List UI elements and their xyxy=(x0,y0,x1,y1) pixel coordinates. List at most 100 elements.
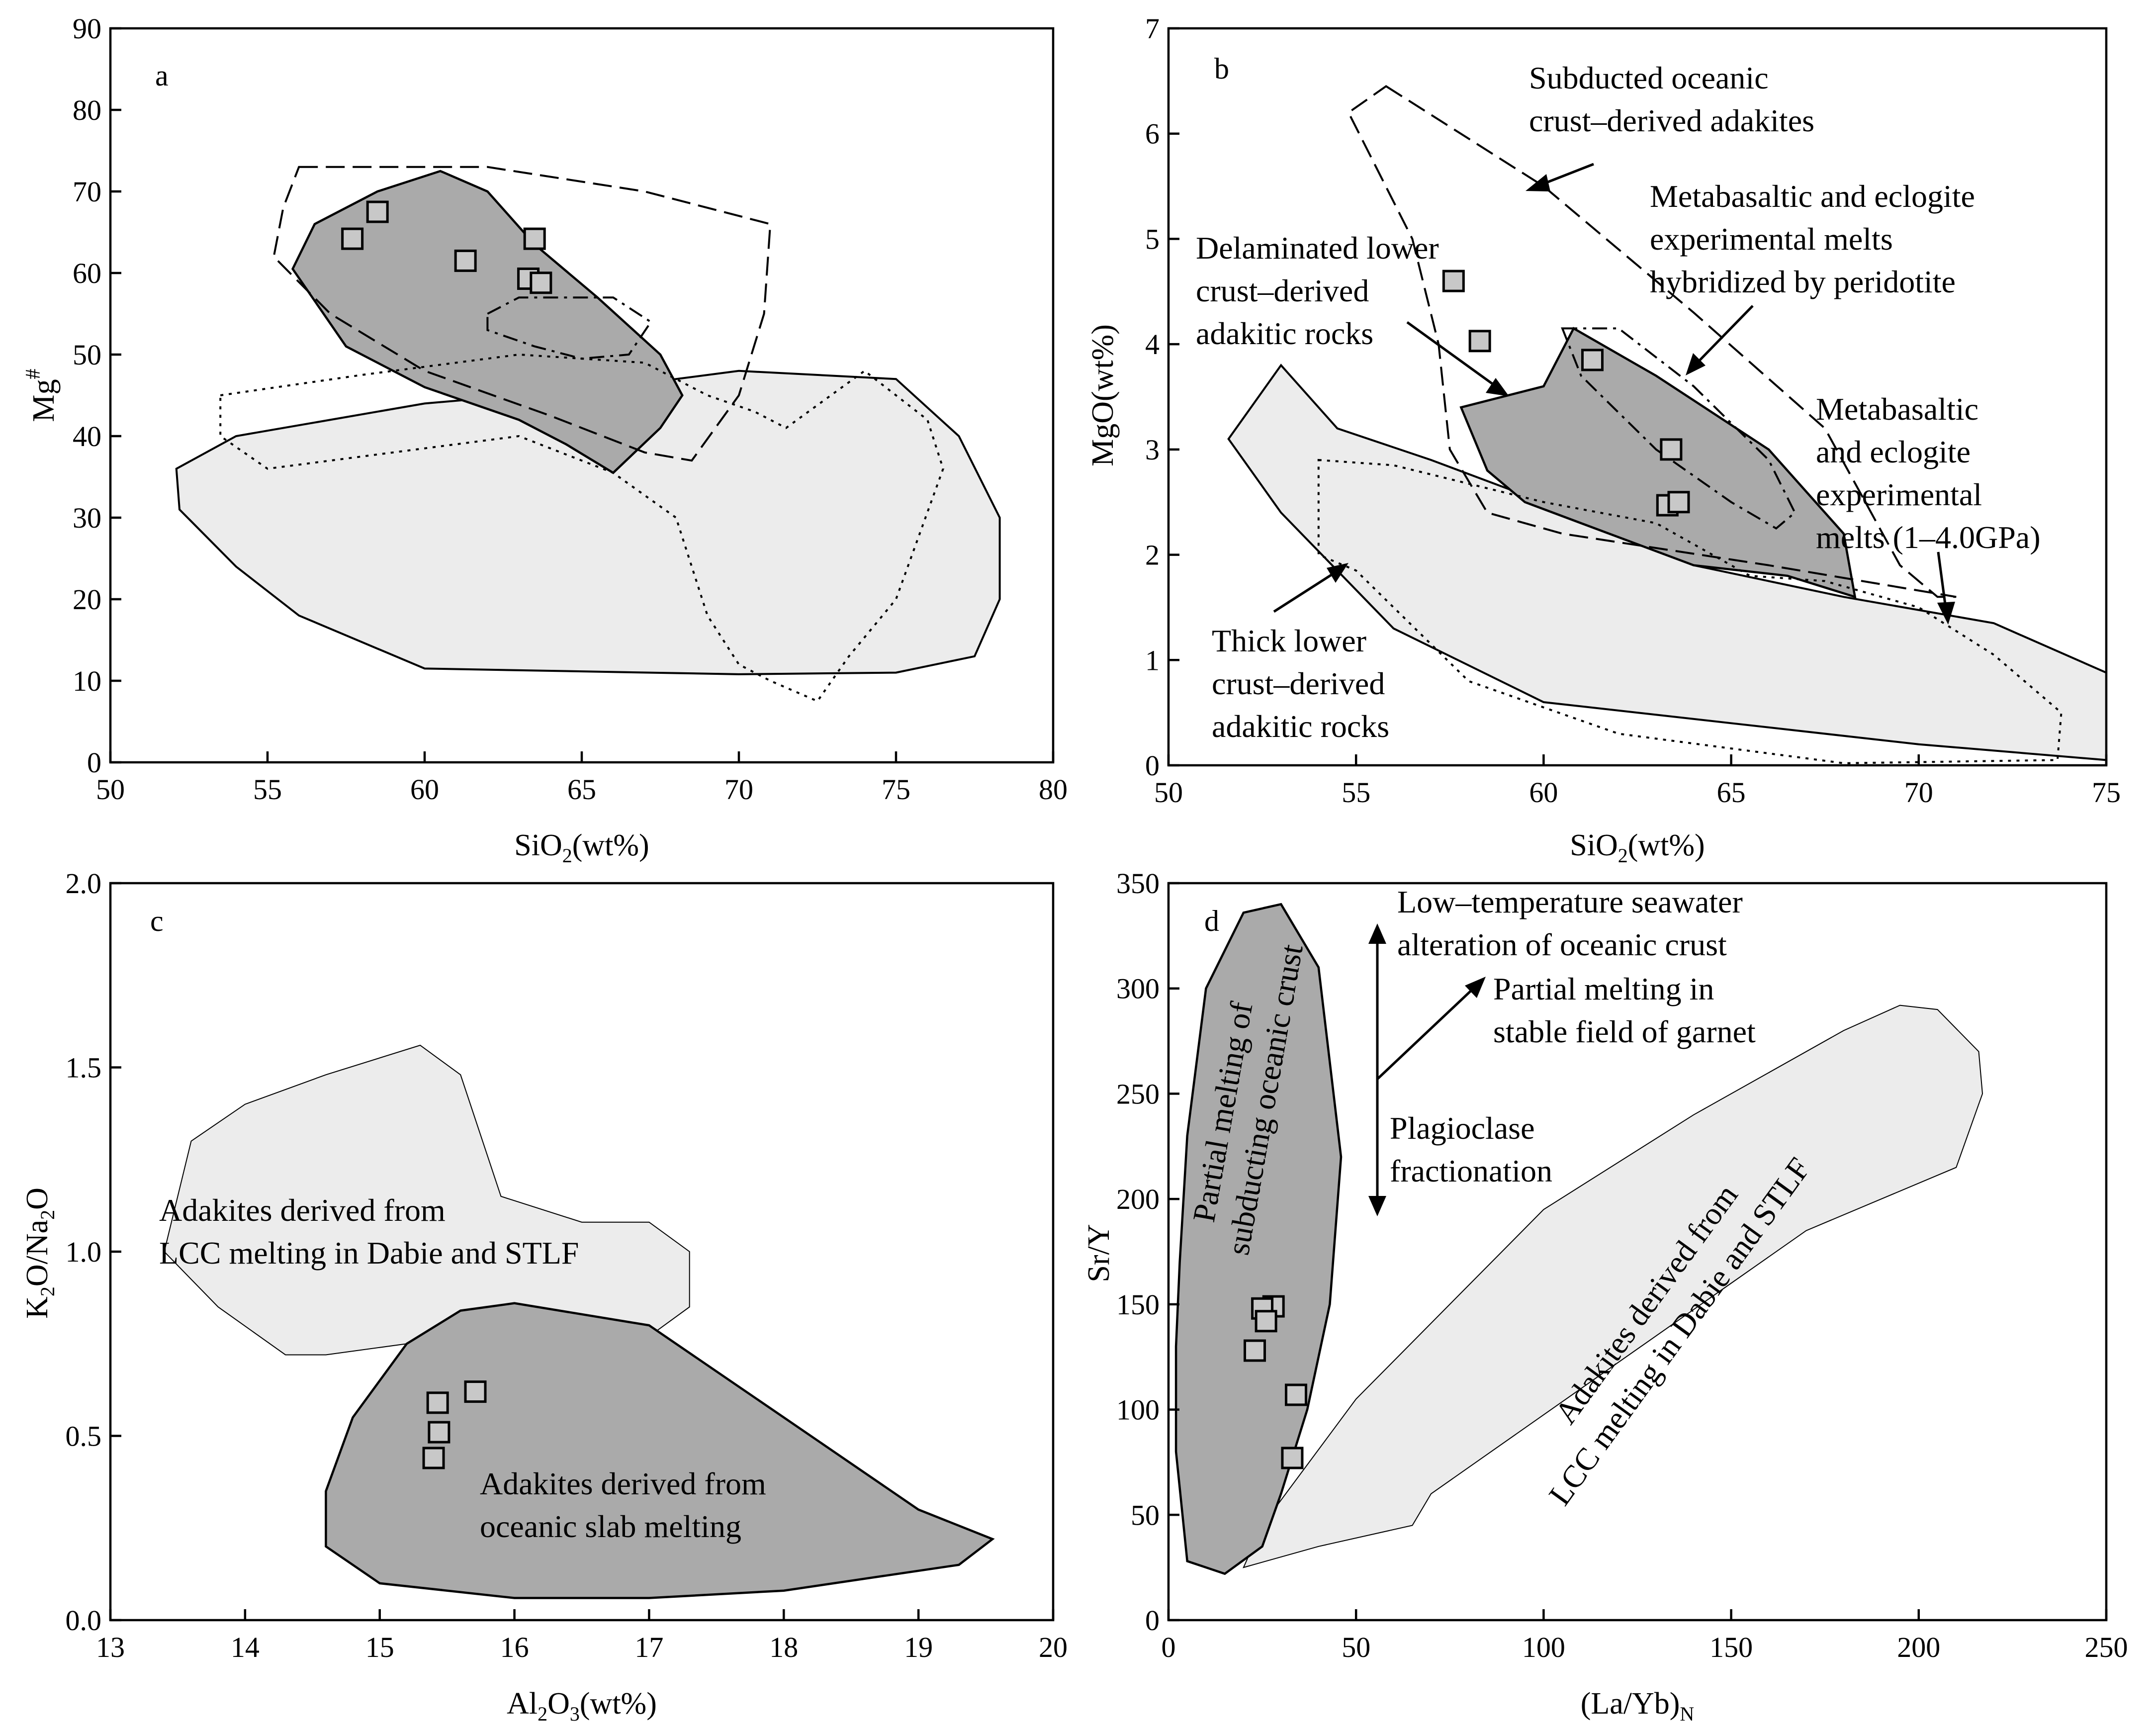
y-tick-label-a-7: 70 xyxy=(73,176,101,208)
y-tick-label-a-5: 50 xyxy=(73,339,101,371)
y-tick-label-d-2: 100 xyxy=(1116,1394,1160,1426)
data-point-a-5 xyxy=(530,272,552,294)
x-tick-label-b-5: 75 xyxy=(2092,776,2121,809)
y-tick-label-a-0: 0 xyxy=(87,746,101,779)
x-tick-label-d-4: 200 xyxy=(1897,1631,1940,1663)
y-tick-label-b-5: 5 xyxy=(1145,223,1160,255)
ticks-a: 50 55 60 65 70 75 80 0 10 20 30 40 50 60 70 80 90 xyxy=(73,12,1068,806)
x-tick-label-c-7: 20 xyxy=(1039,1631,1068,1663)
panel-d: 0 50 100 150 200 250 0 50 100 150 200 250 300 350 d (… xyxy=(1082,867,2128,1725)
arrow-delaminated xyxy=(1406,321,1498,388)
y-tick-label-a-2: 20 xyxy=(73,583,101,616)
annotation-delaminated-2: crust–derived xyxy=(1196,273,1369,308)
x-tick-label-c-2: 15 xyxy=(365,1631,394,1663)
y-tick-label-b-3: 3 xyxy=(1145,434,1160,466)
annotation-thick-3: adakitic rocks xyxy=(1212,709,1389,744)
y-tick-label-b-1: 1 xyxy=(1145,644,1160,676)
data-point-b-1 xyxy=(1468,330,1491,353)
x-tick-label-b-4: 70 xyxy=(1904,776,1933,809)
y-tick-label-b-0: 0 xyxy=(1145,749,1160,782)
annotation-metabasaltic-3: experimental xyxy=(1816,477,1982,512)
y-tick-label-d-0: 0 xyxy=(1145,1604,1160,1637)
x-tick-label-a-4: 70 xyxy=(724,773,753,806)
field-b-light-0 xyxy=(1227,364,2107,761)
data-point-d-2 xyxy=(1255,1310,1277,1333)
arrowhead-thick xyxy=(1327,563,1348,583)
x-tick-label-b-3: 65 xyxy=(1717,776,1746,809)
x-axis-label-b: SiO2(wt%) xyxy=(1570,828,1705,867)
x-tick-label-d-5: 250 xyxy=(2085,1631,2128,1663)
y-tick-label-a-6: 60 xyxy=(73,257,101,289)
x-tick-label-a-6: 80 xyxy=(1039,773,1068,806)
x-tick-label-c-4: 17 xyxy=(634,1631,663,1663)
field-c-light-thin-0 xyxy=(164,1044,690,1356)
data-point-a-0 xyxy=(341,227,364,250)
field-d-dark-1 xyxy=(1174,903,1343,1575)
x-axis-label-c: Al2O3(wt%) xyxy=(507,1687,657,1725)
data-point-d-5 xyxy=(1281,1447,1304,1469)
annotation-hybrid-3: hybridized by peridotite xyxy=(1650,264,1956,299)
x-axis-label-d: (La/Yb)N xyxy=(1581,1687,1695,1725)
arrowhead-garnet xyxy=(1465,977,1486,998)
annotation-metabasaltic-4: melts (1–4.0GPa) xyxy=(1816,520,2041,555)
arrowhead-hybrid xyxy=(1686,353,1706,375)
y-tick-label-a-1: 10 xyxy=(73,665,101,697)
x-tick-label-a-1: 55 xyxy=(253,773,282,806)
x-tick-label-a-3: 65 xyxy=(567,773,596,806)
y-axis-label-d: Sr/Y xyxy=(1082,1224,1116,1282)
arrowhead-down xyxy=(1368,1196,1386,1216)
y-tick-label-b-4: 4 xyxy=(1145,328,1160,361)
arrowhead-up xyxy=(1368,923,1386,944)
x-tick-label-a-0: 50 xyxy=(96,773,125,806)
annotation-metabasaltic-1: Metabasaltic xyxy=(1816,391,1978,427)
field-a-dash-2 xyxy=(272,166,772,462)
annotation-slab-2: oceanic slab melting xyxy=(480,1509,741,1544)
annotation-thick-1: Thick lower xyxy=(1212,623,1366,658)
x-tick-label-c-5: 18 xyxy=(769,1631,798,1663)
annotation-lowtemp-2: alteration of oceanic crust xyxy=(1397,927,1727,962)
panel-label-a: a xyxy=(155,59,169,92)
points-c xyxy=(422,1380,487,1469)
annotation-plagioclase-1: Plagioclase xyxy=(1390,1110,1534,1146)
panel-b: 50 55 60 65 70 75 0 1 2 3 4 5 6 7 b SiO2(wt%) MgO(wt%… xyxy=(1086,12,2121,867)
x-tick-label-b-1: 55 xyxy=(1342,776,1370,809)
ticks-c: 13 14 15 16 17 18 19 20 0.0 0.5 1.0 1.5 2.0 xyxy=(66,867,1068,1663)
plot-frame-b xyxy=(1167,27,2108,767)
data-point-a-2 xyxy=(454,249,477,272)
annotation-plagioclase-2: fractionation xyxy=(1390,1153,1552,1188)
arrowhead-subducted xyxy=(1526,174,1550,191)
y-tick-label-a-9: 90 xyxy=(73,12,101,45)
data-point-a-3 xyxy=(523,227,546,250)
annotation-garnet-2: stable field of garnet xyxy=(1493,1014,1756,1049)
annotation-lowtemp-1: Low–temperature seawater xyxy=(1397,884,1743,919)
field-a-light-0 xyxy=(175,369,1001,675)
annotation-lcc-c-1: Adakites derived from xyxy=(159,1192,446,1228)
x-tick-label-c-3: 16 xyxy=(500,1631,529,1663)
data-point-c-2 xyxy=(428,1421,450,1444)
arrow-thick xyxy=(1273,569,1339,613)
data-point-c-1 xyxy=(464,1380,487,1403)
field-b-dash-2 xyxy=(1347,85,1957,598)
y-tick-label-a-8: 80 xyxy=(73,94,101,126)
x-tick-label-c-1: 14 xyxy=(231,1631,260,1663)
field-b-dashdot-4 xyxy=(1561,327,1797,530)
ticks-d: 0 50 100 150 200 250 0 50 100 150 200 250 300 350 xyxy=(1116,867,2128,1663)
y-tick-label-d-4: 200 xyxy=(1116,1183,1160,1215)
points-d xyxy=(1244,1295,1307,1469)
data-point-a-1 xyxy=(366,200,389,223)
panel-label-b: b xyxy=(1214,52,1229,85)
panel-a: 50 55 60 65 70 75 80 0 10 20 30 40 50 60 70 80 90 a SiO2… xyxy=(22,12,1068,867)
fields-b xyxy=(1227,85,2107,764)
x-tick-label-b-0: 50 xyxy=(1154,776,1183,809)
panel-label-c: c xyxy=(150,905,164,937)
panel-c: 13 14 15 16 17 18 19 20 0.0 0.5 1.0 1.5 2.0 c Al2O3(… xyxy=(20,867,1068,1725)
annotation-slab-1: Adakites derived from xyxy=(480,1466,766,1501)
annotation-hybrid-1: Metabasaltic and eclogite xyxy=(1650,179,1975,214)
data-point-c-0 xyxy=(426,1391,449,1414)
y-tick-label-b-7: 7 xyxy=(1145,12,1160,45)
data-point-b-0 xyxy=(1442,270,1465,292)
field-a-dashdot-4 xyxy=(486,296,652,360)
annotation-delaminated-3: adakitic rocks xyxy=(1196,316,1373,351)
x-tick-label-d-0: 0 xyxy=(1162,1631,1176,1663)
